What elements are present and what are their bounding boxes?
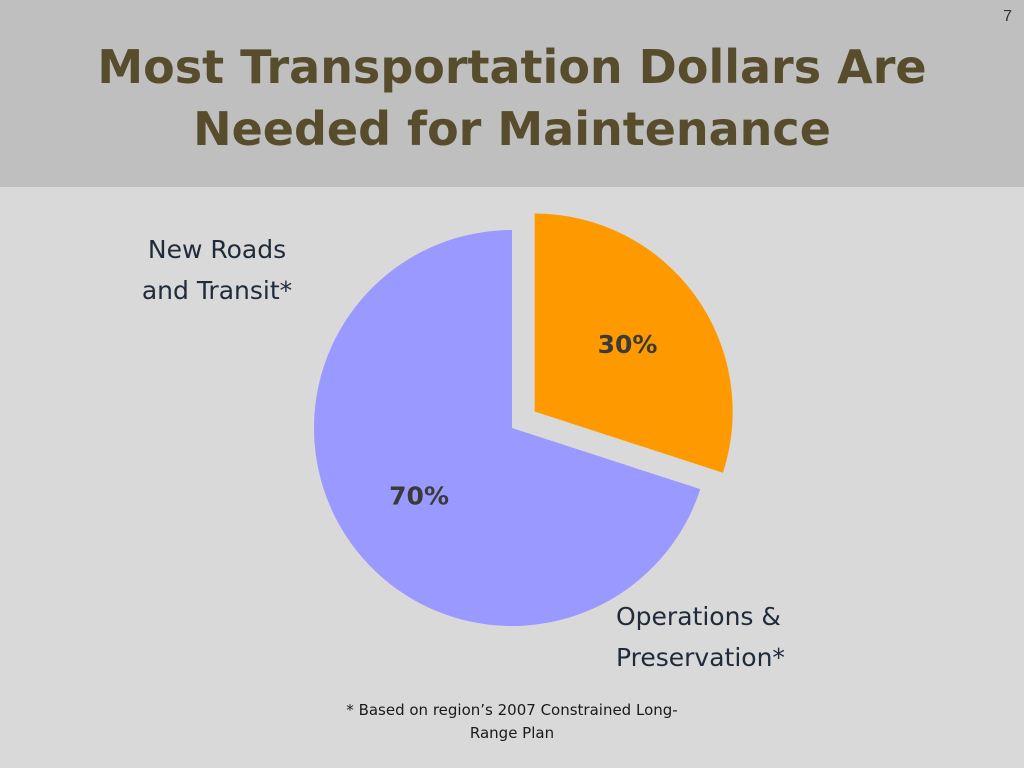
pie-slice-new-roads-and-transit bbox=[534, 213, 733, 473]
slide-title-line-2: Needed for Maintenance bbox=[193, 102, 831, 156]
slice-label-new-roads-line-1: New Roads bbox=[147, 235, 287, 264]
title-bar bbox=[0, 0, 1024, 187]
pie-slice-operations-and-preservation bbox=[314, 230, 701, 626]
slide-title: Most Transportation Dollars Are Needed f… bbox=[0, 36, 1024, 160]
slice-label-operations-and-preservation: Operations & Preservation* bbox=[616, 596, 876, 678]
slice-label-operations-line-1: Operations & bbox=[616, 602, 781, 631]
footnote: * Based on region’s 2007 Constrained Lon… bbox=[300, 699, 724, 745]
slice-value-label-70: 70% bbox=[389, 482, 449, 511]
page-number: 7 bbox=[1003, 8, 1012, 25]
slice-label-new-roads-and-transit: New Roads and Transit* bbox=[110, 229, 324, 311]
footnote-line-2: Range Plan bbox=[469, 724, 555, 742]
footnote-line-1: * Based on region’s 2007 Constrained Lon… bbox=[346, 701, 678, 719]
slice-value-label-30: 30% bbox=[598, 330, 658, 359]
slice-label-new-roads-line-2: and Transit* bbox=[141, 276, 293, 305]
slice-label-operations-line-2: Preservation* bbox=[616, 643, 785, 672]
slide-title-line-1: Most Transportation Dollars Are bbox=[97, 40, 927, 94]
